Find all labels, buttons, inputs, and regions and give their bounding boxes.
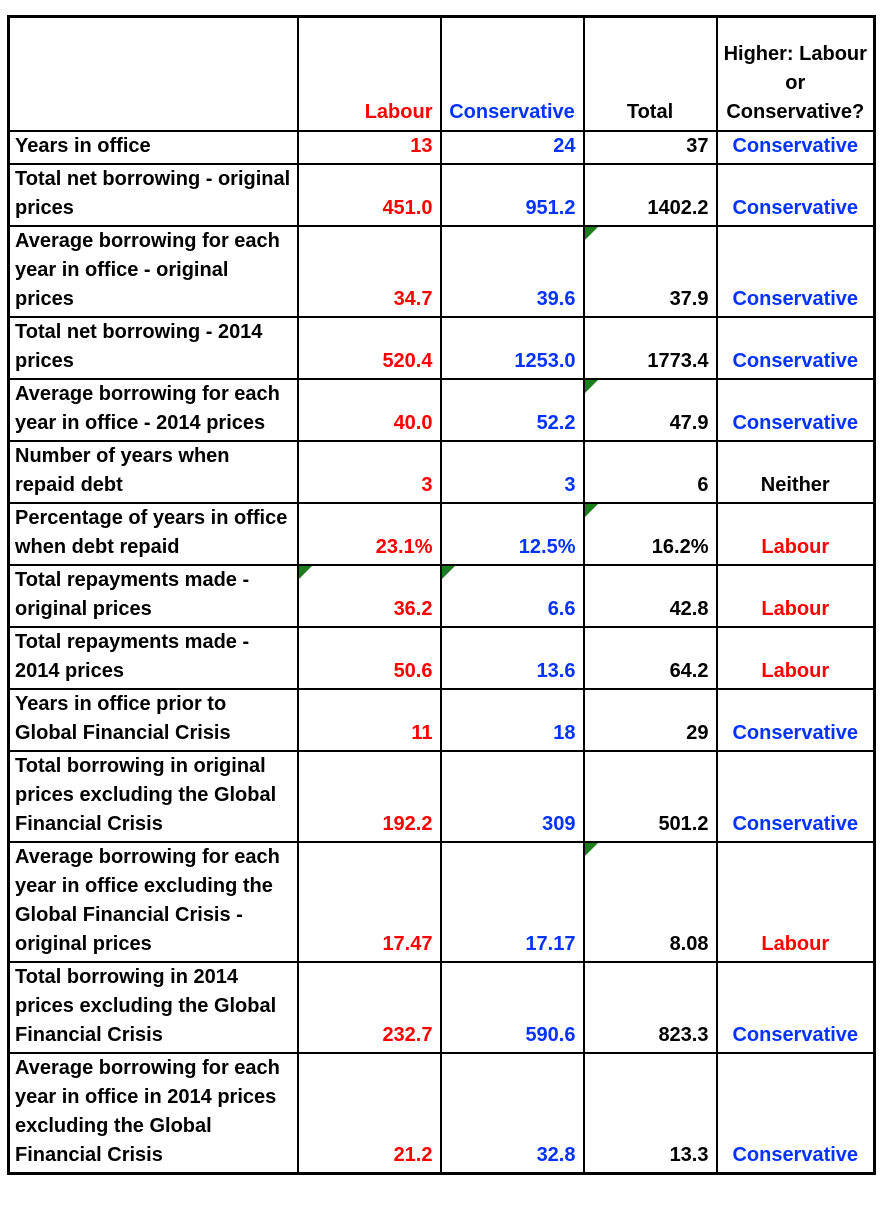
labour-value-cell: 451.0 (296, 162, 442, 227)
table-row: Total repayments made - 2014 prices 50.6… (7, 625, 876, 690)
conservative-column-header: Conservative (439, 15, 585, 132)
higher-winner-cell: Conservative (715, 377, 876, 442)
higher-winner-cell: Conservative (715, 687, 876, 752)
table-row: Percentage of years in office when debt … (7, 501, 876, 566)
conservative-value-cell: 18 (439, 687, 585, 752)
higher-column-header: Higher: Labour or Conservative? (715, 15, 876, 132)
total-value-cell: 823.3 (582, 960, 718, 1054)
higher-winner-cell: Labour (715, 563, 876, 628)
total-value-cell: 64.2 (582, 625, 718, 690)
table-row: Total borrowing in 2014 prices excluding… (7, 960, 876, 1054)
higher-winner-cell: Conservative (715, 1051, 876, 1174)
higher-winner-cell: Labour (715, 840, 876, 963)
table-row: Years in office prior to Global Financia… (7, 687, 876, 752)
table-row: Total net borrowing - 2014 prices 520.4 … (7, 315, 876, 380)
total-value-cell: 47.9 (582, 377, 718, 442)
table-body: Years in office 13 24 37 Conservative To… (7, 129, 876, 1174)
labour-value-cell: 21.2 (296, 1051, 442, 1174)
conservative-value-cell: 13.6 (439, 625, 585, 690)
higher-winner-cell: Neither (715, 439, 876, 504)
conservative-value-cell: 52.2 (439, 377, 585, 442)
table-row: Number of years when repaid debt 3 3 6 N… (7, 439, 876, 504)
green-corner-flag-icon (299, 566, 312, 579)
table-row: Average borrowing for each year in offic… (7, 224, 876, 318)
total-column-header: Total (582, 15, 718, 132)
total-value-cell: 37.9 (582, 224, 718, 318)
table-row: Average borrowing for each year in offic… (7, 1051, 876, 1174)
corner-header-cell (7, 15, 299, 132)
row-label: Total net borrowing - 2014 prices (7, 315, 299, 380)
total-value-cell: 16.2% (582, 501, 718, 566)
labour-value-cell: 17.47 (296, 840, 442, 963)
table-row: Average borrowing for each year in offic… (7, 377, 876, 442)
conservative-value-cell: 6.6 (439, 563, 585, 628)
table-row: Total borrowing in original prices exclu… (7, 749, 876, 843)
green-corner-flag-icon (585, 380, 598, 393)
conservative-value-cell: 17.17 (439, 840, 585, 963)
green-corner-flag-icon (442, 566, 455, 579)
total-value-cell: 8.08 (582, 840, 718, 963)
row-label: Total net borrowing - original prices (7, 162, 299, 227)
conservative-value-cell: 309 (439, 749, 585, 843)
higher-winner-cell: Conservative (715, 224, 876, 318)
row-label: Average borrowing for each year in offic… (7, 377, 299, 442)
green-corner-flag-icon (585, 843, 598, 856)
row-label: Average borrowing for each year in offic… (7, 224, 299, 318)
row-label: Total repayments made - original prices (7, 563, 299, 628)
comparison-table: Labour Conservative Total Higher: Labour… (7, 15, 876, 1175)
conservative-value-cell: 3 (439, 439, 585, 504)
labour-value-cell: 50.6 (296, 625, 442, 690)
labour-value-cell: 34.7 (296, 224, 442, 318)
conservative-value-cell: 32.8 (439, 1051, 585, 1174)
higher-winner-cell: Conservative (715, 315, 876, 380)
conservative-value-cell: 12.5% (439, 501, 585, 566)
row-label: Average borrowing for each year in offic… (7, 1051, 299, 1174)
row-label: Percentage of years in office when debt … (7, 501, 299, 566)
total-value-cell: 42.8 (582, 563, 718, 628)
higher-winner-cell: Labour (715, 625, 876, 690)
labour-column-header: Labour (296, 15, 442, 132)
row-label: Average borrowing for each year in offic… (7, 840, 299, 963)
labour-value-cell: 36.2 (296, 563, 442, 628)
row-label: Total borrowing in original prices exclu… (7, 749, 299, 843)
labour-value-cell: 13 (296, 129, 442, 165)
table-row: Total repayments made - original prices … (7, 563, 876, 628)
total-value-cell: 13.3 (582, 1051, 718, 1174)
labour-value-cell: 40.0 (296, 377, 442, 442)
labour-value-cell: 23.1% (296, 501, 442, 566)
conservative-value-cell: 1253.0 (439, 315, 585, 380)
labour-value-cell: 520.4 (296, 315, 442, 380)
row-label: Number of years when repaid debt (7, 439, 299, 504)
header-row: Labour Conservative Total Higher: Labour… (7, 15, 876, 132)
total-value-cell: 37 (582, 129, 718, 165)
conservative-value-cell: 39.6 (439, 224, 585, 318)
higher-winner-cell: Conservative (715, 960, 876, 1054)
table-row: Total net borrowing - original prices 45… (7, 162, 876, 227)
row-label: Years in office prior to Global Financia… (7, 687, 299, 752)
total-value-cell: 1773.4 (582, 315, 718, 380)
table-row: Average borrowing for each year in offic… (7, 840, 876, 963)
labour-value-cell: 232.7 (296, 960, 442, 1054)
green-corner-flag-icon (585, 504, 598, 517)
conservative-value-cell: 951.2 (439, 162, 585, 227)
total-value-cell: 6 (582, 439, 718, 504)
labour-value-cell: 3 (296, 439, 442, 504)
higher-winner-cell: Conservative (715, 162, 876, 227)
total-value-cell: 501.2 (582, 749, 718, 843)
row-label: Years in office (7, 129, 299, 165)
total-value-cell: 1402.2 (582, 162, 718, 227)
total-value-cell: 29 (582, 687, 718, 752)
row-label: Total borrowing in 2014 prices excluding… (7, 960, 299, 1054)
conservative-value-cell: 590.6 (439, 960, 585, 1054)
table-row: Years in office 13 24 37 Conservative (7, 129, 876, 165)
higher-winner-cell: Conservative (715, 129, 876, 165)
row-label: Total repayments made - 2014 prices (7, 625, 299, 690)
higher-winner-cell: Labour (715, 501, 876, 566)
labour-value-cell: 11 (296, 687, 442, 752)
conservative-value-cell: 24 (439, 129, 585, 165)
green-corner-flag-icon (585, 227, 598, 240)
labour-value-cell: 192.2 (296, 749, 442, 843)
higher-winner-cell: Conservative (715, 749, 876, 843)
